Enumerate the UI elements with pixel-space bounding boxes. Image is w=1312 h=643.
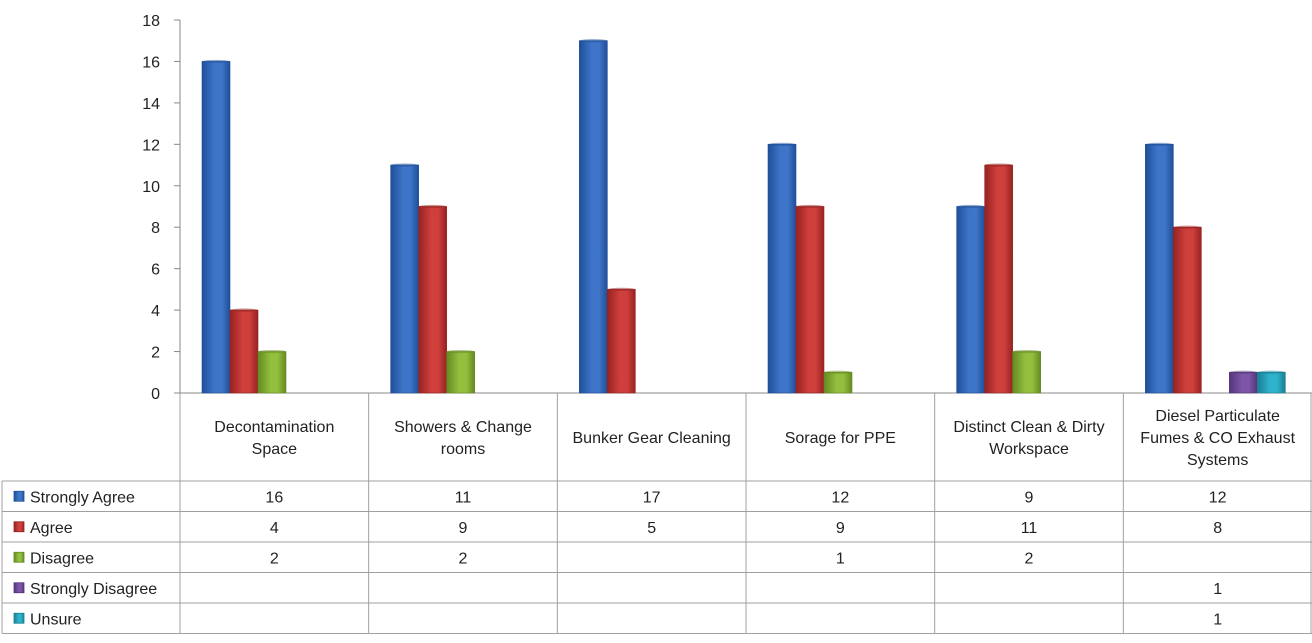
y-tick-label: 10 <box>142 179 160 196</box>
bar-strongly-disagree <box>1229 371 1258 394</box>
bar-top-shade <box>1229 370 1258 374</box>
category-label: Bunker Gear Cleaning <box>573 430 731 447</box>
legend-key <box>13 521 25 533</box>
table-cell-value: 5 <box>647 520 656 537</box>
bar-disagree <box>257 351 287 394</box>
bar-strongly-agree <box>1145 144 1174 394</box>
bar-agree <box>229 309 259 394</box>
bar-strongly-agree <box>390 164 419 394</box>
category-label: Decontamination <box>214 419 334 436</box>
table-cell-value: 11 <box>1021 520 1038 537</box>
table-cell-value: 11 <box>455 489 472 506</box>
category-label: Workspace <box>989 441 1069 458</box>
bar-strongly-agree <box>956 206 985 394</box>
bar-top-shade <box>202 59 230 64</box>
bar-top-shade <box>1012 349 1041 354</box>
legend-label: Agree <box>30 520 73 537</box>
table-cell-value: 8 <box>1213 520 1222 537</box>
y-tick-label: 8 <box>151 220 160 237</box>
bar-top-shade <box>607 287 636 291</box>
table-cell-value: 12 <box>1209 489 1227 506</box>
bar-strongly-agree <box>201 61 231 394</box>
table-cell-value: 1 <box>836 550 845 567</box>
legend-label: Strongly Disagree <box>30 581 157 598</box>
y-tick-label: 4 <box>151 303 160 320</box>
y-tick-label: 14 <box>142 96 160 113</box>
category-label: Diesel Particulate <box>1155 408 1280 425</box>
legend-label: Unsure <box>30 611 82 628</box>
bar-top-shade <box>984 163 1013 167</box>
category-label: rooms <box>441 441 485 458</box>
bar-unsure <box>1257 371 1286 394</box>
legend-key <box>13 551 25 563</box>
legend-key <box>13 490 25 502</box>
bar-disagree <box>446 351 475 394</box>
table-cell-value: 2 <box>1025 550 1034 567</box>
category-label: Fumes & CO Exhaust <box>1140 430 1295 447</box>
bar-top-shade <box>768 142 796 146</box>
bar-agree <box>984 164 1013 394</box>
category-label: Systems <box>1187 452 1248 469</box>
legend-label: Strongly Agree <box>30 489 135 506</box>
bar-top-shade <box>956 204 985 209</box>
category-label: Showers & Change <box>394 419 532 436</box>
bar-top-shade <box>446 349 475 354</box>
bar-disagree <box>1012 351 1041 394</box>
bar-top-shade <box>1145 142 1174 146</box>
category-label: Sorage for PPE <box>785 430 896 447</box>
y-tick-label: 16 <box>142 54 160 71</box>
bar-strongly-agree <box>579 40 608 394</box>
table-cell-value: 9 <box>1025 489 1034 506</box>
legend-key <box>13 582 25 594</box>
table-cell-value: 1 <box>1213 581 1222 598</box>
y-tick-label: 12 <box>142 137 160 154</box>
bar-disagree <box>823 371 853 394</box>
y-tick-label: 18 <box>142 13 160 30</box>
table-cell-value: 2 <box>270 550 279 567</box>
table-cell-value: 12 <box>831 489 849 506</box>
bar-top-shade <box>258 349 286 354</box>
table-cell-value: 16 <box>265 489 283 506</box>
table-cell-value: 9 <box>459 520 468 537</box>
table-cell-value: 1 <box>1213 611 1222 628</box>
category-label: Space <box>252 441 297 458</box>
legend-label: Disagree <box>30 550 94 567</box>
bar-top-shade <box>824 370 852 374</box>
bar-top-shade <box>390 163 419 167</box>
bar-agree <box>1173 226 1202 394</box>
bar-agree <box>607 289 636 394</box>
bar-top-shade <box>1257 370 1286 374</box>
bar-top-shade <box>1173 225 1202 229</box>
y-tick-label: 6 <box>151 262 160 279</box>
category-label: Distinct Clean & Dirty <box>953 419 1104 436</box>
bar-top-shade <box>230 308 258 312</box>
bars <box>201 39 1286 394</box>
table-cell-value: 4 <box>270 520 279 537</box>
table-cell-value: 2 <box>459 550 468 567</box>
bar-top-shade <box>418 204 447 209</box>
legend-key <box>13 612 25 624</box>
bar-strongly-agree <box>767 144 797 394</box>
bar-top-shade <box>796 204 824 209</box>
data-table: Decontamination Space Showers & Change room… <box>1 393 1312 634</box>
y-tick-label: 0 <box>151 386 160 403</box>
y-axis: 0 2 4 6 8 10 12 14 16 18 <box>142 13 1312 403</box>
bar-agree <box>795 206 825 394</box>
y-tick-label: 2 <box>151 345 160 362</box>
bar-agree <box>418 206 447 394</box>
table-cell-value: 9 <box>836 520 845 537</box>
bar-top-shade <box>579 39 608 43</box>
table-cell-value: 17 <box>643 489 661 506</box>
